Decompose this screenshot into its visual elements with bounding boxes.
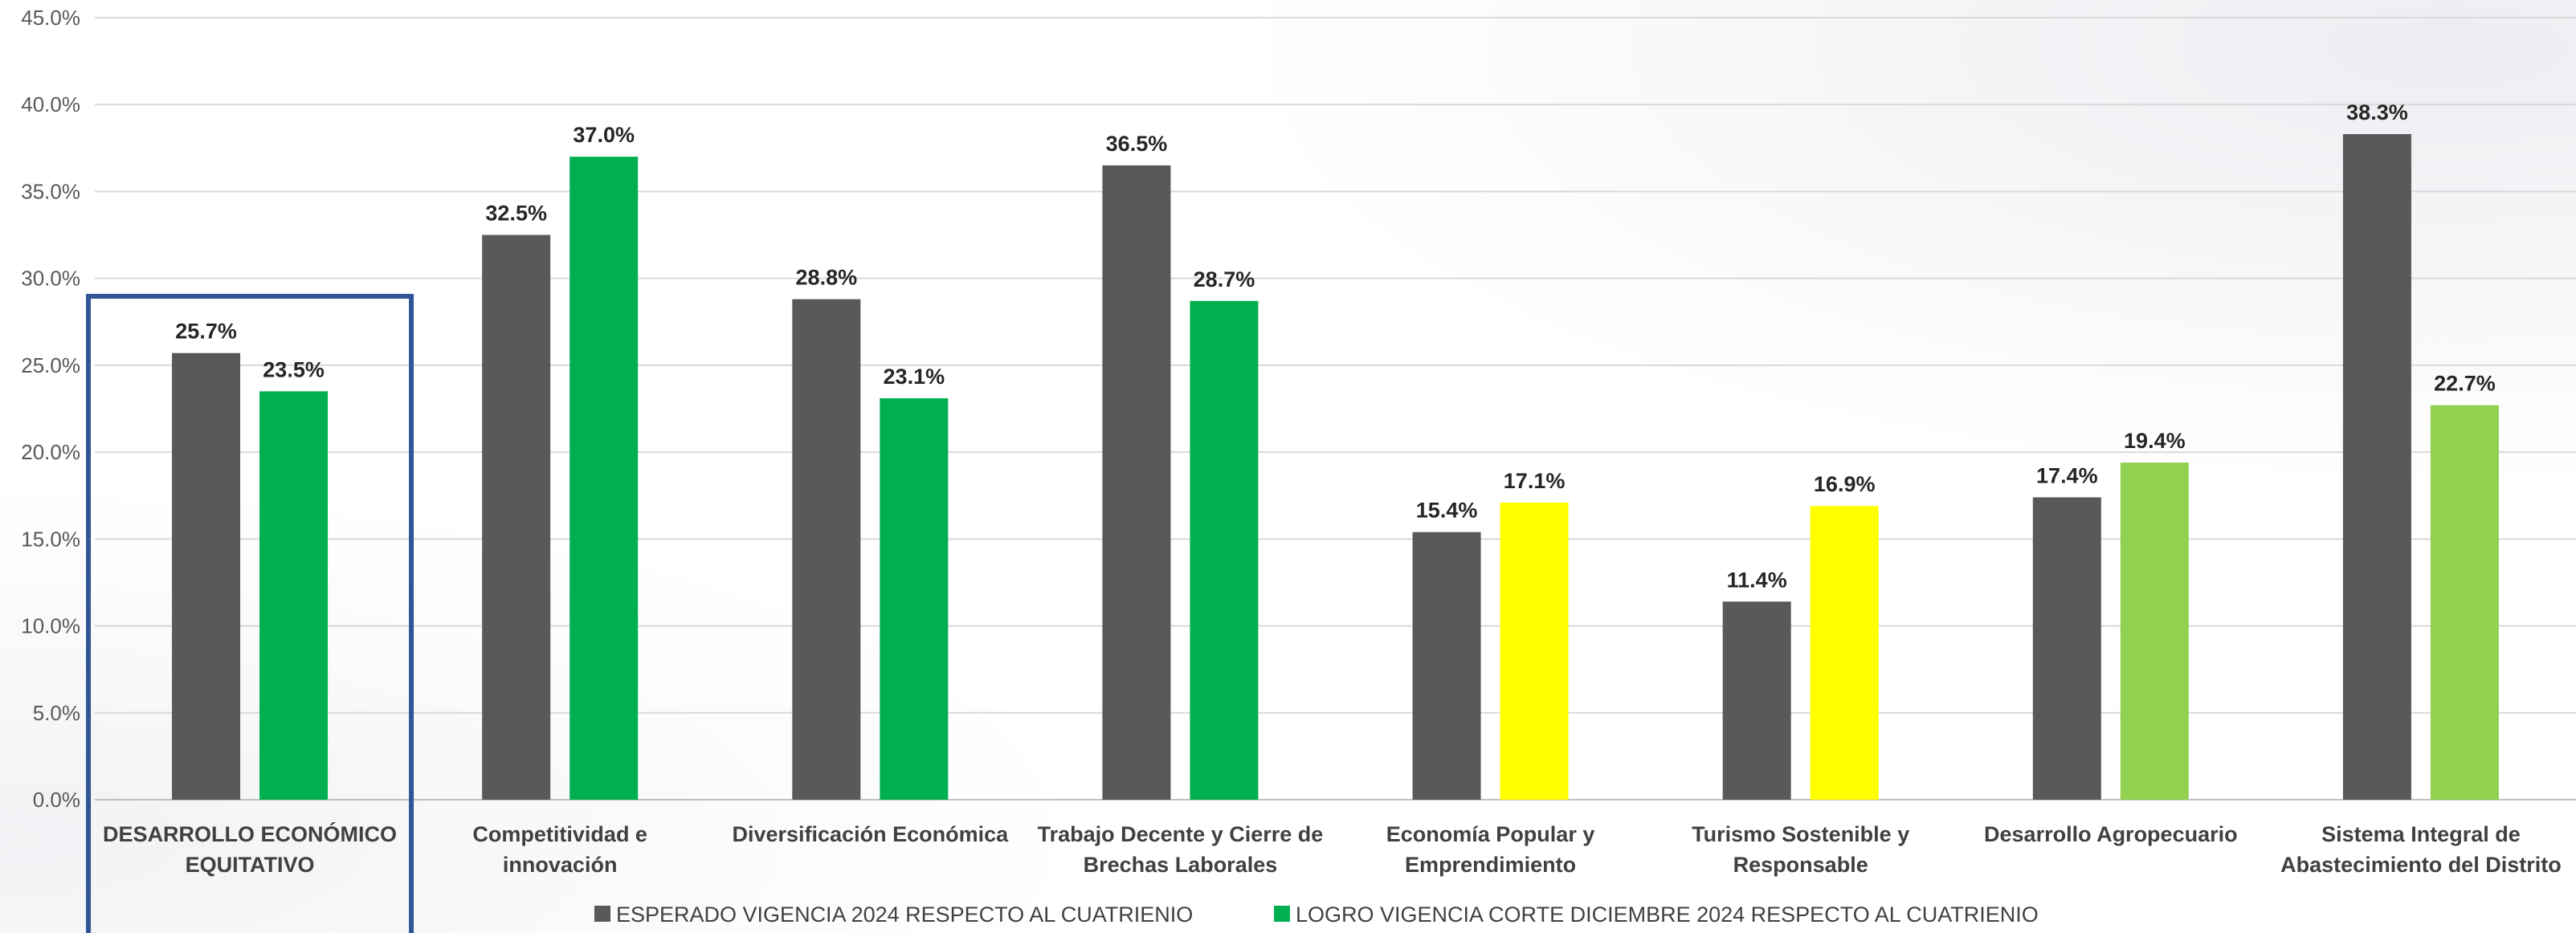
bar-esperado — [1102, 165, 1171, 800]
bar-logro — [1810, 506, 1879, 800]
category-label: Competitividad e innovación — [472, 822, 647, 877]
bar-esperado — [792, 299, 861, 800]
bar-esperado — [1722, 601, 1791, 800]
bar-logro — [2430, 405, 2499, 800]
data-label: 38.3% — [2346, 100, 2408, 124]
y-tick-label: 10.0% — [21, 614, 80, 638]
category-label: Desarrollo Agropecuario — [1984, 822, 2238, 846]
gridlines — [95, 17, 2576, 801]
category-label: Trabajo Decente y Cierre de Brechas Labor… — [1038, 822, 1324, 877]
category-label-line: Sistema Integral de — [2321, 822, 2521, 846]
bar-esperado — [172, 352, 241, 800]
category-label: DESARROLLO ECONÓMICO EQUITATIVO — [103, 821, 397, 877]
highlight-rectangle — [86, 294, 414, 933]
highlight-box — [86, 294, 414, 933]
legend-label: LOGRO VIGENCIA CORTE DICIEMBRE 2024 RESP… — [1296, 902, 2039, 927]
bar-esperado — [482, 234, 551, 800]
y-axis: 0.0% 5.0% 10.0% 15.0% 20.0% 25.0% 30.0% 35.0% 40… — [21, 6, 80, 812]
bar-logro — [1500, 502, 1569, 800]
bars — [172, 134, 2499, 801]
y-tick-label: 0.0% — [33, 788, 80, 812]
category-label-line: Competitividad e — [472, 822, 647, 846]
data-label: 23.1% — [884, 365, 945, 389]
bar-logro — [880, 398, 949, 800]
data-label: 19.4% — [2124, 429, 2186, 453]
category-label-line: Diversificación Económica — [732, 822, 1009, 846]
legend: ESPERADO VIGENCIA 2024 RESPECTO AL CUATR… — [594, 902, 2039, 927]
category-label: Economía Popular y Emprendimiento — [1386, 822, 1595, 877]
data-label: 25.7% — [175, 320, 237, 344]
data-label: 16.9% — [1814, 472, 1876, 496]
category-label-line: Trabajo Decente y Cierre de — [1038, 822, 1324, 846]
category-label-line: Emprendimiento — [1405, 853, 1576, 877]
bar-esperado — [2032, 497, 2101, 800]
data-label: 37.0% — [573, 123, 635, 147]
bar-logro — [259, 391, 329, 800]
y-tick-label: 15.0% — [21, 527, 80, 551]
y-tick-label: 25.0% — [21, 353, 80, 377]
bar-logro — [1190, 300, 1259, 800]
x-axis: DESARROLLO ECONÓMICO EQUITATIVO Competitiv… — [103, 821, 2562, 877]
y-tick-label: 20.0% — [21, 440, 80, 464]
y-tick-label: 5.0% — [33, 701, 80, 725]
data-label: 28.7% — [1194, 267, 1255, 291]
bar-esperado — [2342, 134, 2411, 801]
legend-swatch — [1274, 906, 1290, 922]
category-label-line: DESARROLLO ECONÓMICO — [103, 821, 397, 846]
data-labels: 25.7% 23.5% 32.5% 37.0% 28.8% 23.1% 36.5% 28.7%… — [175, 100, 2495, 592]
category-label-line: innovación — [503, 853, 618, 877]
category-label-line: Economía Popular y — [1386, 822, 1595, 846]
data-label: 11.4% — [1727, 568, 1787, 592]
bar-logro — [569, 157, 639, 801]
y-tick-label: 45.0% — [21, 6, 80, 30]
y-tick-label: 35.0% — [21, 179, 80, 203]
bar-logro — [2120, 462, 2189, 800]
legend-swatch — [594, 906, 610, 922]
y-tick-label: 40.0% — [21, 92, 80, 116]
category-label-line: Abastecimiento del Distrito — [2280, 853, 2562, 877]
category-label: Diversificación Económica — [732, 822, 1009, 846]
category-label-line: Turismo Sostenible y — [1692, 822, 1909, 846]
data-label: 23.5% — [263, 357, 325, 381]
category-label: Turismo Sostenible y Responsable — [1692, 822, 1909, 877]
data-label: 17.4% — [2036, 463, 2098, 487]
y-tick-label: 30.0% — [21, 267, 80, 291]
category-label-line: Brechas Laborales — [1084, 853, 1278, 877]
legend-label: ESPERADO VIGENCIA 2024 RESPECTO AL CUATR… — [616, 902, 1193, 927]
data-label: 15.4% — [1416, 499, 1478, 523]
data-label: 36.5% — [1106, 132, 1168, 156]
data-label: 17.1% — [1504, 469, 1566, 493]
data-label: 28.8% — [796, 266, 858, 290]
bar-esperado — [1412, 532, 1481, 800]
data-label: 32.5% — [485, 202, 547, 226]
category-label: Sistema Integral de Abastecimiento del Di… — [2280, 822, 2562, 877]
data-label: 22.7% — [2434, 372, 2496, 396]
category-label-line: Desarrollo Agropecuario — [1984, 822, 2238, 846]
category-label-line: Responsable — [1733, 853, 1868, 877]
category-label-line: EQUITATIVO — [186, 853, 315, 877]
